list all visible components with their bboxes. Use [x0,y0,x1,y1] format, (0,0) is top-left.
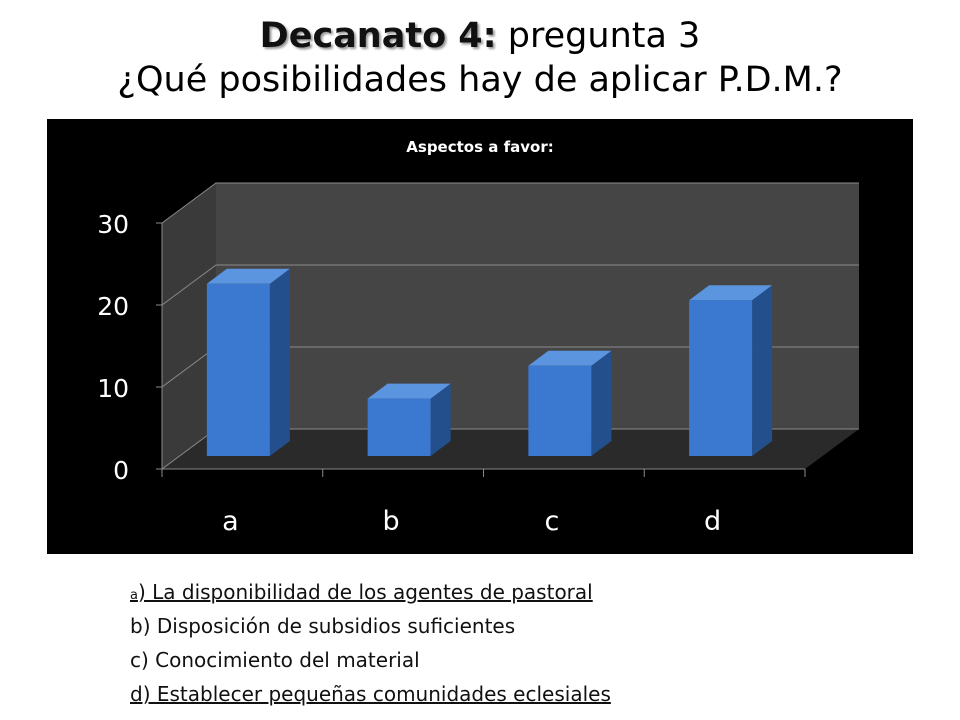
y-tick-label: 30 [97,210,129,239]
legend-a-text: ) La disponibilidad de los agentes de pa… [137,580,593,604]
slide-title-block: Decanato 4: pregunta 3 ¿Qué posibilidade… [0,14,960,102]
title-bold: Decanato 4: [259,16,497,56]
side-wall [162,183,216,469]
y-tick-label: 20 [97,292,129,321]
bar-top [367,383,451,399]
legend-item-c: c) Conocimiento del material [130,648,420,672]
bar-chart: Aspectos a favor: 0 10 20 30 a b c d [47,119,913,554]
bar [689,285,773,456]
bar-top [689,285,773,301]
legend-item-a: a) La disponibilidad de los agentes de p… [130,575,890,609]
y-tick-label: 0 [113,456,129,485]
bar-side [752,285,773,456]
legend-list: a) La disponibilidad de los agentes de p… [130,575,890,711]
chart-title: Aspectos a favor: [406,138,553,156]
gridline [161,182,859,224]
bar-front [528,365,592,456]
slide-subtitle: ¿Qué posibilidades hay de aplicar P.D.M.… [117,60,843,100]
bar [367,383,451,456]
bar-side [430,383,451,456]
bar [528,350,612,456]
bar-front [206,283,270,456]
floor [162,429,859,469]
bar-side [591,350,612,456]
bar-side [269,268,290,456]
legend-item-b: b) Disposición de subsidios suficientes [130,614,516,638]
legend-a-prefix: a [130,588,138,603]
legend-item-d: d) Establecer pequeñas comunidades ecles… [130,682,611,706]
slide-title: Decanato 4: pregunta 3 [0,14,960,58]
x-tick-label: c [544,506,559,537]
gridline [161,264,859,306]
x-tick-label: d [704,506,721,537]
bar [206,268,290,456]
bar-front [367,398,431,456]
title-rest: pregunta 3 [496,16,701,56]
x-tick-label: b [383,506,400,537]
bar-top [528,350,612,366]
y-tick-label: 10 [97,374,129,403]
bar-top [206,268,290,284]
x-tick-label: a [222,506,239,537]
bar-front [689,300,753,456]
